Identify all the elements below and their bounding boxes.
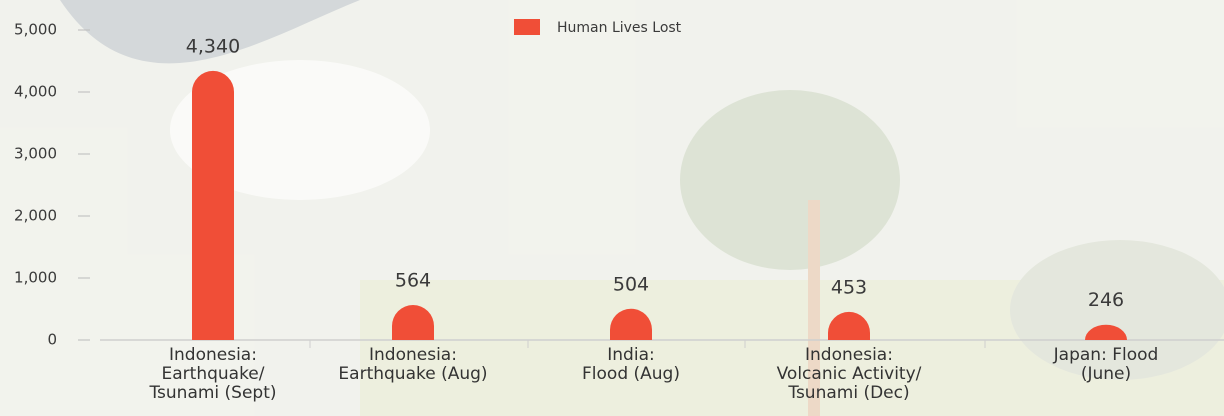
y-tick-label: 3,000 (14, 145, 57, 163)
x-tick-label: Indonesia: Volcanic Activity/ Tsunami (D… (749, 346, 949, 403)
legend-swatch (514, 19, 540, 35)
value-label: 504 (613, 273, 649, 295)
value-label: 564 (395, 270, 431, 292)
value-label: 453 (831, 276, 867, 298)
y-tick-label: 2,000 (14, 207, 57, 225)
y-tick-label: 4,000 (14, 83, 57, 101)
value-label: 4,340 (186, 35, 240, 57)
x-tick-label: India: Flood (Aug) (531, 346, 731, 384)
tree (680, 90, 900, 270)
bar (192, 71, 234, 340)
page: {"chart_data": {"type": "bar", "categori… (0, 0, 1224, 416)
y-tick-label: 5,000 (14, 21, 57, 39)
y-tick-label: 1,000 (14, 269, 57, 287)
value-label: 246 (1088, 289, 1124, 311)
legend-label: Human Lives Lost (557, 20, 682, 36)
x-tick-label: Indonesia: Earthquake/ Tsunami (Sept) (113, 346, 313, 403)
x-tick-label: Indonesia: Earthquake (Aug) (313, 346, 513, 384)
x-tick-label: Japan: Flood (June) (1006, 346, 1206, 384)
y-tick-label: 0 (47, 331, 57, 349)
